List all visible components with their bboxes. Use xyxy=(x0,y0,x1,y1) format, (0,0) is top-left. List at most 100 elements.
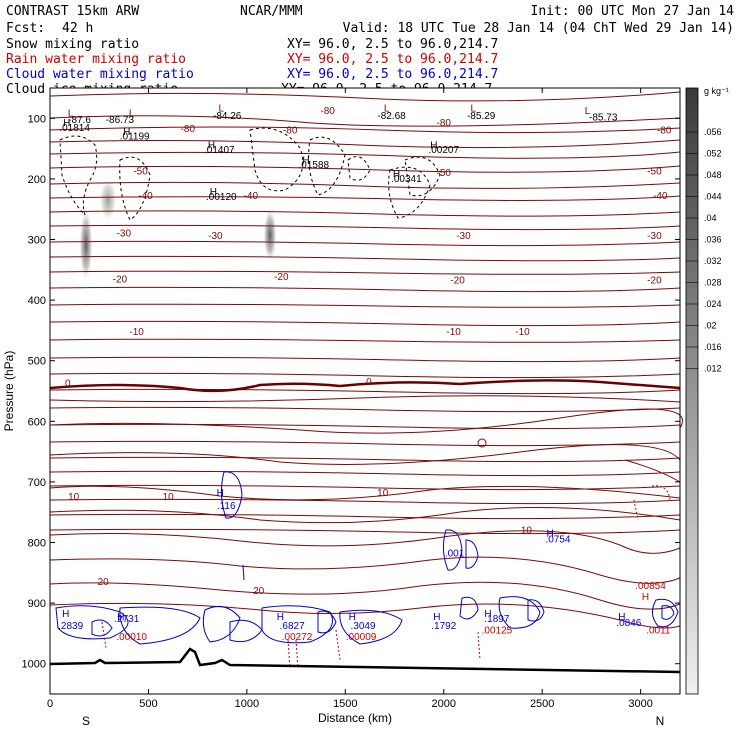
high-value: .00207 xyxy=(428,145,459,156)
cloud-ice-contour xyxy=(249,127,304,192)
high-marker: H xyxy=(123,127,130,138)
isotherm-label: -20 xyxy=(113,274,128,285)
cloud-ice-contours xyxy=(59,127,441,221)
high-marker: H xyxy=(546,528,553,539)
high-marker: H xyxy=(217,488,224,499)
isotherm-line xyxy=(49,139,681,149)
cloud-ice-contour xyxy=(59,135,98,216)
model-title: CONTRAST 15km ARW xyxy=(6,4,139,19)
x-tick-label: 0 xyxy=(47,698,53,710)
org-title: NCAR/MMM xyxy=(240,4,303,19)
colorbar-ticks: .056 .052 .048 .044 .04 .036 .032 .028 .024 .02 .0… xyxy=(686,127,722,374)
contour-labels: -80 -80 -80 -80 -80 -50 -50 -50 -40 -40 -40 -30 -30 -… xyxy=(58,104,672,643)
cloud-ice-contour xyxy=(308,136,346,196)
isotherm-label: -50 xyxy=(647,167,662,178)
endpoint-left: S xyxy=(82,714,90,728)
high-value: .116 xyxy=(217,501,236,512)
isotherm-line xyxy=(49,395,681,403)
cloud-water-contour xyxy=(442,529,463,571)
low-marker: L xyxy=(219,104,225,115)
axes: 0 500 1000 1500 2000 2500 30001002003004005006… xyxy=(22,88,680,710)
high-value: .0011 xyxy=(646,625,671,636)
endpoint-right: N xyxy=(656,714,665,728)
cloud-water-contour xyxy=(261,605,333,644)
cloud-water-contour xyxy=(220,471,243,519)
colorbar-tick-label: .048 xyxy=(704,170,722,180)
high-value: .01588 xyxy=(299,160,330,171)
x-tick-label: 1000 xyxy=(235,698,259,710)
rain-contour xyxy=(651,485,671,501)
colorbar-tick-label: .02 xyxy=(704,321,717,331)
high-value: .00272 xyxy=(282,632,313,643)
y-tick-label: 900 xyxy=(28,598,46,610)
isotherm-line xyxy=(49,303,681,308)
x-tick-label: 1500 xyxy=(333,698,357,710)
isotherms xyxy=(49,91,683,629)
colorbar-tick-label: .036 xyxy=(704,235,722,245)
cloud-water-contour xyxy=(119,606,201,645)
isotherm-line xyxy=(49,444,681,465)
high-value: .00125 xyxy=(482,625,513,636)
isotherm-line xyxy=(49,210,681,217)
xsec-rain: XY= 96.0, 2.5 to 96.0,214.7 xyxy=(287,52,498,67)
isotherm-line xyxy=(49,581,681,610)
fcst-value: 42 h xyxy=(62,21,93,36)
isotherm-line xyxy=(49,388,681,395)
isotherm-label: 10 xyxy=(163,492,175,503)
high-marker: H xyxy=(117,612,124,623)
cloud-water-contour xyxy=(339,609,403,645)
isotherm-label: -10 xyxy=(446,327,461,338)
high-marker: H xyxy=(393,169,400,180)
cloud-water-contour xyxy=(652,598,679,628)
high-marker: H xyxy=(62,609,69,620)
high-value: .00120 xyxy=(206,192,237,203)
colorbar-tick-label: .024 xyxy=(704,299,722,309)
colorbar-tick-label: .016 xyxy=(704,342,722,352)
high-marker: H xyxy=(277,612,284,623)
high-marker: H xyxy=(642,592,649,603)
high-marker: H xyxy=(302,156,309,167)
colorbar-gradient xyxy=(685,87,699,695)
x-tick-label: 2500 xyxy=(530,698,554,710)
isotherm-label: 10 xyxy=(68,492,80,503)
high-value: .6827 xyxy=(280,621,305,632)
isotherm-line xyxy=(49,602,681,629)
isotherm-line xyxy=(49,484,681,491)
isotherm-line xyxy=(49,286,681,293)
cloud-water-contour xyxy=(202,605,241,643)
isotherm-line xyxy=(49,530,681,554)
isotherm-label: -50 xyxy=(437,168,452,179)
high-value: .00341 xyxy=(391,174,422,185)
y-tick-label: 600 xyxy=(28,416,46,428)
high-marker: H xyxy=(430,141,437,152)
y-tick-label: 300 xyxy=(28,235,46,247)
cloud-water-contour xyxy=(661,605,675,620)
y-tick-label: 1000 xyxy=(22,659,46,671)
isotherm-label: -10 xyxy=(515,327,530,338)
y-tick-label: 200 xyxy=(28,174,46,186)
plot-frame xyxy=(49,87,681,695)
rain-contour xyxy=(287,639,291,669)
high-value: .2839 xyxy=(58,621,83,632)
snow-shade-blob xyxy=(263,207,277,263)
isotherm-label: -20 xyxy=(274,272,289,283)
plot-area: -80 -80 -80 -80 -80 -50 -50 -50 -40 -40 -40 -30 -30 -… xyxy=(49,87,683,695)
low-value: -82.68 xyxy=(377,111,406,122)
isotherm-label: -30 xyxy=(208,231,223,242)
colorbar-tick-label: .04 xyxy=(704,213,717,223)
low-value: -85.73 xyxy=(589,113,618,124)
high-value: .2731 xyxy=(114,614,139,625)
isotherm-line xyxy=(49,195,681,201)
cloud-water-contour xyxy=(465,539,479,569)
isotherm-label: -20 xyxy=(647,276,662,287)
cloud-water-contour xyxy=(91,619,113,637)
init-time: Init: 00 UTC Mon 27 Jan 14 xyxy=(531,4,735,19)
low-marker: L xyxy=(68,108,74,119)
isotherm-label: -50 xyxy=(133,167,148,178)
cloud-water-contour xyxy=(527,599,545,622)
cloud-ice-contour xyxy=(388,166,431,219)
high-value: .00854 xyxy=(635,581,666,592)
cloud-water-contour xyxy=(55,605,129,640)
isotherm-label: 20 xyxy=(253,586,265,597)
isotherm-label: 0 xyxy=(65,379,71,390)
